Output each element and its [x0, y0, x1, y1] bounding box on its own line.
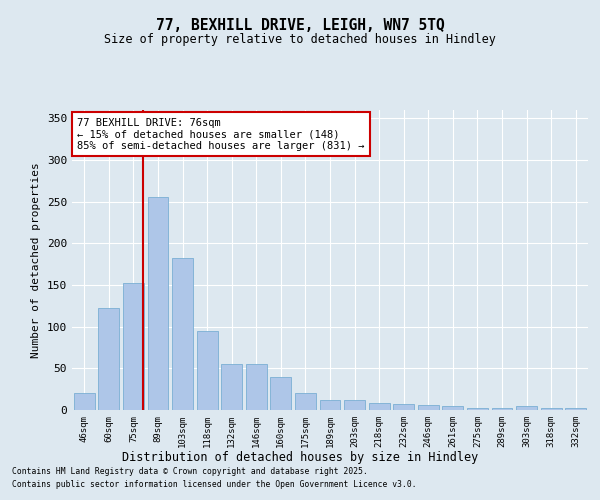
Text: 77, BEXHILL DRIVE, LEIGH, WN7 5TQ: 77, BEXHILL DRIVE, LEIGH, WN7 5TQ: [155, 18, 445, 32]
Bar: [516, 406, 537, 410]
Bar: [271, 376, 292, 410]
Bar: [197, 331, 218, 410]
Bar: [467, 408, 488, 410]
Bar: [295, 394, 316, 410]
Bar: [418, 405, 439, 410]
Bar: [393, 404, 414, 410]
Bar: [246, 364, 267, 410]
Bar: [148, 196, 169, 410]
Bar: [368, 404, 389, 410]
Text: 77 BEXHILL DRIVE: 76sqm
← 15% of detached houses are smaller (148)
85% of semi-d: 77 BEXHILL DRIVE: 76sqm ← 15% of detache…: [77, 118, 365, 150]
Bar: [221, 364, 242, 410]
Bar: [344, 400, 365, 410]
Bar: [320, 400, 340, 410]
Bar: [565, 408, 586, 410]
Y-axis label: Number of detached properties: Number of detached properties: [31, 162, 41, 358]
Bar: [491, 408, 512, 410]
Text: Contains HM Land Registry data © Crown copyright and database right 2025.: Contains HM Land Registry data © Crown c…: [12, 467, 368, 476]
Text: Contains public sector information licensed under the Open Government Licence v3: Contains public sector information licen…: [12, 480, 416, 489]
Bar: [541, 408, 562, 410]
Bar: [172, 258, 193, 410]
Bar: [74, 394, 95, 410]
Text: Distribution of detached houses by size in Hindley: Distribution of detached houses by size …: [122, 451, 478, 464]
Text: Size of property relative to detached houses in Hindley: Size of property relative to detached ho…: [104, 32, 496, 46]
Bar: [123, 282, 144, 410]
Bar: [98, 308, 119, 410]
Bar: [442, 406, 463, 410]
